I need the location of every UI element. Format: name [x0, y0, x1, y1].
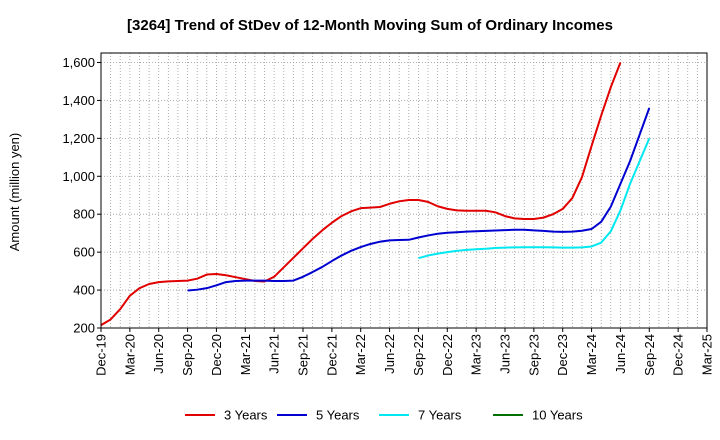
plot-frame [100, 52, 708, 329]
y-tick-label: 800 [73, 207, 95, 222]
series-line-5-years [187, 107, 651, 292]
x-tick-label: Dec-21 [324, 334, 339, 376]
y-tick-label: 400 [73, 283, 95, 298]
x-tick-label: Mar-25 [700, 334, 715, 375]
legend-label: 5 Years [316, 408, 360, 423]
legend-label: 10 Years [532, 408, 583, 423]
x-ticks: Dec-19 Mar-20 Jun-20 Sep-20 Dec-20 Mar-21 Jun-… [94, 328, 715, 376]
x-tick-label: Mar-22 [353, 334, 368, 375]
y-tick-label: 1,600 [62, 55, 95, 70]
x-tick-label: Dec-22 [440, 334, 455, 376]
legend-label: 3 Years [224, 408, 268, 423]
x-tick-label: Jun-22 [382, 334, 397, 374]
x-tick-label: Dec-20 [209, 334, 224, 376]
x-tick-label: Jun-20 [151, 334, 166, 374]
x-tick-label: Dec-24 [671, 334, 686, 376]
y-tick-label: 200 [73, 321, 95, 336]
y-tick-label: 1,000 [62, 169, 95, 184]
series-lines [100, 62, 651, 327]
series-line-7-years [418, 137, 651, 260]
y-axis-label: Amount (million yen) [7, 133, 22, 252]
x-tick-label: Dec-19 [94, 334, 109, 376]
grid [101, 53, 707, 329]
legend-label: 7 Years [418, 408, 462, 423]
x-tick-label: Sep-21 [296, 334, 311, 376]
x-tick-label: Mar-23 [469, 334, 484, 375]
y-ticks: 200 400 600 800 1,000 1,200 1,400 1,600 [62, 55, 101, 336]
x-tick-label: Jun-21 [267, 334, 282, 374]
chart-title: [3264] Trend of StDev of 12-Month Moving… [127, 17, 613, 34]
y-tick-label: 1,400 [62, 93, 95, 108]
x-tick-label: Sep-20 [180, 334, 195, 376]
x-tick-label: Mar-24 [584, 334, 599, 375]
legend: 3 Years 5 Years 7 Years 10 Years [185, 408, 583, 423]
x-tick-label: Mar-21 [238, 334, 253, 375]
x-tick-label: Sep-24 [642, 334, 657, 376]
x-tick-label: Jun-23 [498, 334, 513, 374]
series-line-3-years [100, 62, 622, 327]
x-tick-label: Sep-22 [411, 334, 426, 376]
y-tick-label: 1,200 [62, 131, 95, 146]
x-tick-label: Sep-23 [526, 334, 541, 376]
x-tick-label: Mar-20 [122, 334, 137, 375]
x-tick-label: Dec-23 [555, 334, 570, 376]
y-tick-label: 600 [73, 245, 95, 260]
x-tick-label: Jun-24 [613, 334, 628, 374]
